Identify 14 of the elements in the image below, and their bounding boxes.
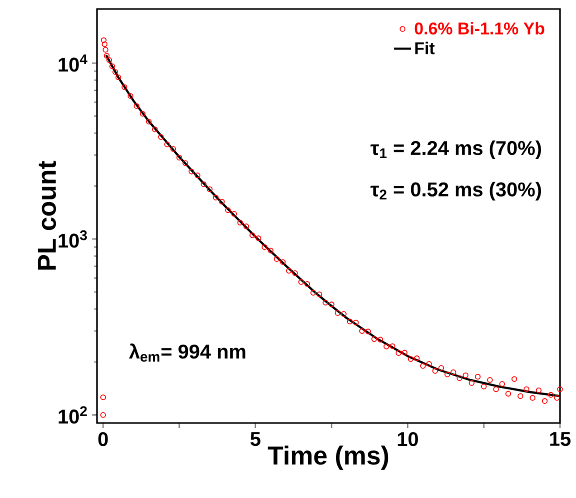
y-tick-label: 10$^{4}$: [58, 54, 88, 72]
y-tick-label: 10$^{3}$: [58, 230, 87, 248]
annotation: τ$_{1}$ = 2.24 ms (70%): [370, 140, 541, 160]
annotation: λ$_{em}$= 994 nm: [128, 344, 246, 362]
annotation: τ$_{2}$ = 0.52 ms (30%): [370, 182, 541, 200]
x-tick-label: 10: [398, 432, 418, 446]
x-tick-label: 5: [250, 432, 260, 446]
y-axis-title: PL count: [38, 160, 56, 270]
legend-label: 0.6% Bi-1.1% Yb: [414, 22, 544, 34]
x-axis-title: Time (ms): [268, 446, 388, 470]
x-tick-label: 0: [98, 432, 108, 446]
legend-label: Fit: [415, 42, 435, 54]
x-tick-label: 15: [550, 432, 571, 446]
y-tick-label: 10$^{2}$: [58, 406, 87, 424]
